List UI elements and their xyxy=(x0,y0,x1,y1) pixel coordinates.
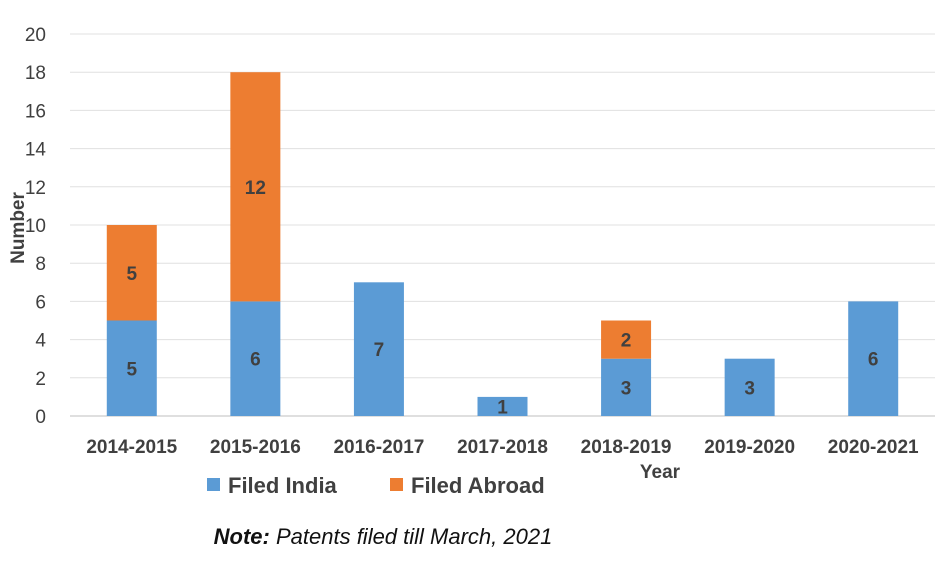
bar-filed-india xyxy=(230,301,281,416)
y-tick-label: 0 xyxy=(35,407,46,428)
x-tick-label: 2014-2015 xyxy=(86,437,177,458)
note-text: Patents filed till March, 2021 xyxy=(269,524,553,549)
x-tick-label: 2017-2018 xyxy=(457,437,548,458)
data-label: 6 xyxy=(250,350,261,371)
y-tick-label: 12 xyxy=(25,178,46,199)
bar-filed-india xyxy=(724,358,775,416)
x-tick-label: 2019-2020 xyxy=(704,437,795,458)
bar-filed-india xyxy=(477,396,528,416)
y-axis-ticks: 0 2 4 6 8 10 12 14 16 18 20 xyxy=(25,25,47,428)
legend-swatch-filed-abroad xyxy=(390,478,403,491)
data-label: 5 xyxy=(126,359,137,380)
bar-filed-india xyxy=(601,358,652,416)
data-label: 7 xyxy=(374,340,385,361)
x-tick-label: 2020-2021 xyxy=(828,437,919,458)
data-label: 6 xyxy=(868,350,879,371)
legend-label-filed-india: Filed India xyxy=(228,473,338,498)
x-axis-ticks: 2014-2015 2015-2016 2016-2017 2017-2018 2018… xyxy=(86,437,919,458)
y-axis-label: Number xyxy=(8,192,29,264)
x-tick-label: 2015-2016 xyxy=(210,437,301,458)
legend-swatch-filed-india xyxy=(207,478,220,491)
note-label: Note: xyxy=(213,524,270,549)
y-tick-label: 18 xyxy=(25,63,46,84)
y-tick-label: 2 xyxy=(35,369,46,390)
data-label: 3 xyxy=(744,378,755,399)
bar-filed-india xyxy=(106,320,157,416)
note: Note: Patents filed till March, 2021 xyxy=(0,524,766,550)
legend-label-filed-abroad: Filed Abroad xyxy=(411,473,545,498)
legend: Filed India Filed Abroad xyxy=(207,473,545,498)
x-axis-label: Year xyxy=(640,462,681,483)
gridlines xyxy=(70,33,935,417)
data-label: 1 xyxy=(497,397,508,418)
data-label: 2 xyxy=(621,331,632,352)
data-label: 5 xyxy=(126,264,137,285)
x-tick-label: 2018-2019 xyxy=(581,437,672,458)
bar-filed-abroad xyxy=(601,320,652,359)
bar-filed-abroad xyxy=(230,72,281,302)
x-tick-label: 2016-2017 xyxy=(333,437,424,458)
bar-filed-india xyxy=(353,282,404,416)
bars: 5 5 6 12 7 1 3 2 3 6 xyxy=(106,72,899,418)
y-tick-label: 8 xyxy=(35,254,46,275)
y-tick-label: 4 xyxy=(35,331,46,352)
y-tick-label: 20 xyxy=(25,25,46,46)
bar-filed-abroad xyxy=(106,225,157,321)
y-tick-label: 6 xyxy=(35,292,46,313)
y-tick-label: 10 xyxy=(25,216,46,237)
bar-filed-india xyxy=(848,301,899,416)
data-label: 3 xyxy=(621,378,632,399)
data-label: 12 xyxy=(245,178,266,199)
y-tick-label: 14 xyxy=(25,140,47,161)
y-tick-label: 16 xyxy=(25,101,46,122)
